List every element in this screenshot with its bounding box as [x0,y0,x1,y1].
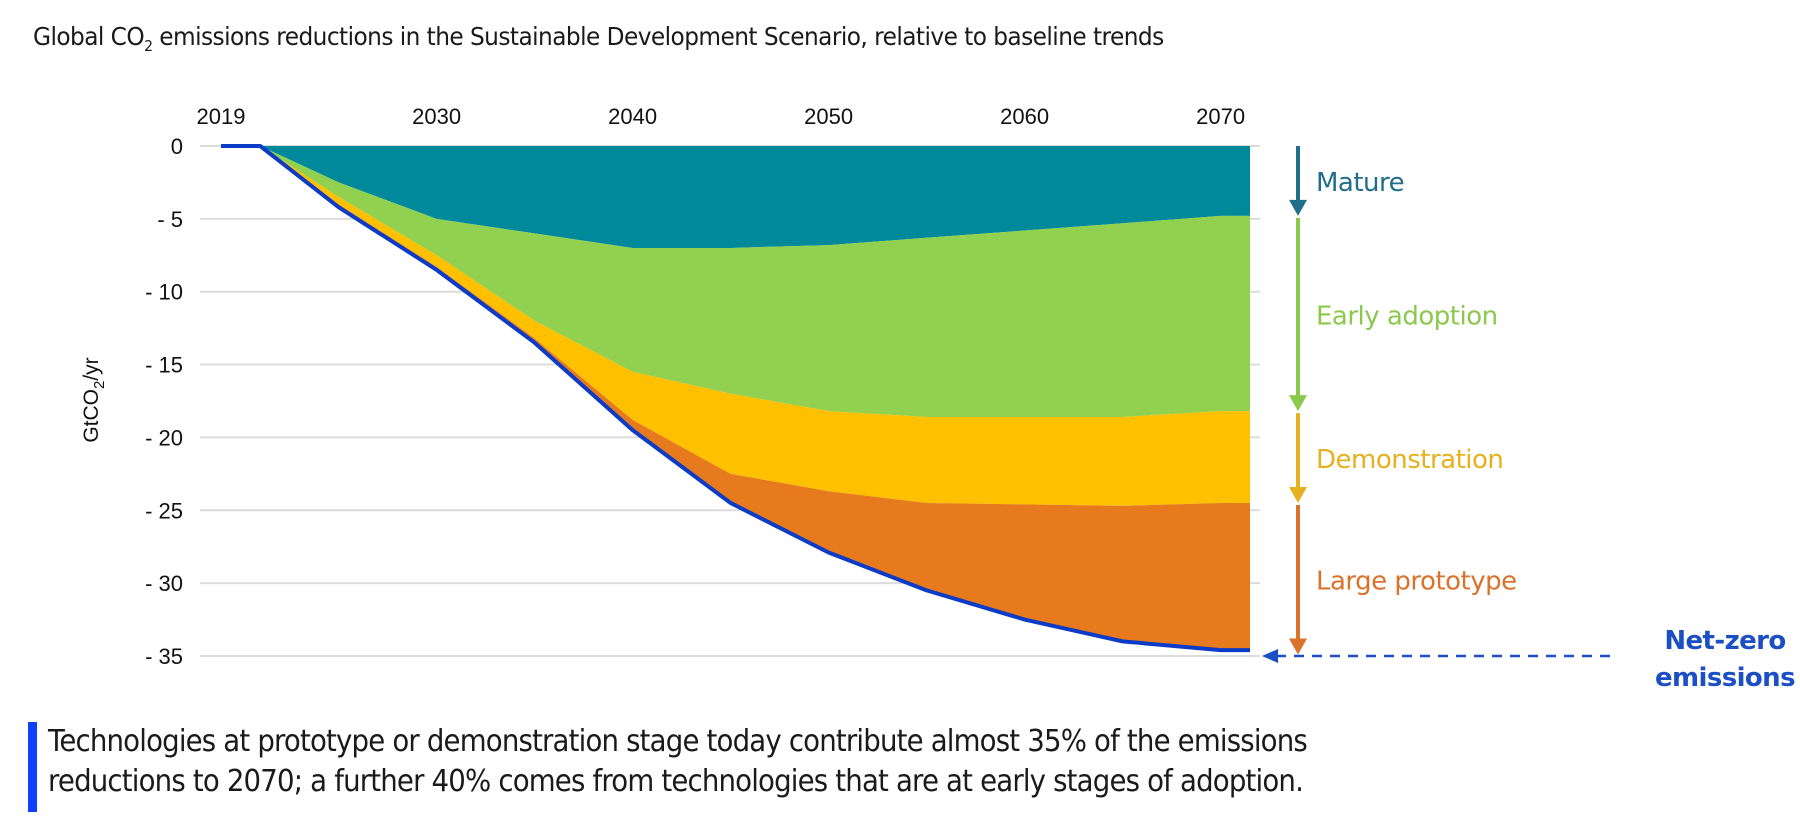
caption-line: reductions to 2070; a further 40% comes … [48,764,1304,799]
x-tick-label: 2040 [608,104,657,129]
area-early-adoption [221,146,1250,418]
net-zero-annotation: Net-zero emissions [1262,626,1796,693]
chart-title: Global CO2 emissions reductions in the S… [33,22,1164,55]
y-tick-label: - 30 [145,571,183,596]
y-tick-label: - 35 [145,644,183,669]
area-demonstration [221,146,1250,506]
stage-label-mature: Mature [1316,168,1404,198]
x-tick-label: 2019 [197,104,246,129]
y-tick-label: - 20 [145,425,183,450]
arrow-left-icon [1262,648,1278,663]
net-zero-label: emissions [1655,663,1795,693]
caption-accent-bar [28,722,37,812]
stage-label-early-adoption: Early adoption [1316,302,1498,332]
y-tick-label: - 15 [145,353,183,378]
stage-label-demonstration: Demonstration [1316,445,1503,475]
y-axis-ticks: 0 - 5 - 10 - 15 - 20 - 25 - 30 - 35 [145,134,183,669]
stage-brackets: Mature Early adoption Demonstration Large p… [1289,146,1517,655]
arrow-down-icon [1289,638,1307,655]
arrow-down-icon [1289,199,1307,216]
total-line-group [221,144,1250,653]
arrow-down-icon [1289,395,1307,412]
y-tick-label: - 25 [145,498,183,523]
title-text: Global CO [33,22,145,51]
area-large-prototype [221,146,1250,651]
chart: 2019 2030 2040 2050 2060 2070 0 - 5 - 10 - 15 - 2… [80,104,1796,693]
x-tick-label: 2060 [1000,104,1049,129]
net-zero-label: Net-zero [1664,626,1785,656]
y-tick-label: - 10 [145,280,183,305]
total-emissions-line [221,144,1250,653]
x-tick-label: 2030 [412,104,461,129]
y-tick-label: 0 [171,134,183,159]
x-tick-label: 2050 [804,104,853,129]
arrow-down-icon [1289,486,1307,503]
stage-label-large-prototype: Large prototype [1316,567,1517,597]
caption: Technologies at prototype or demonstrati… [48,722,1308,802]
area-mature [221,146,1250,248]
y-tick-label: - 5 [157,207,183,232]
y-axis-label: GtCO2/yr [80,357,108,442]
title-subscript: 2 [144,37,153,55]
title-text-rest: emissions reductions in the Sustainable … [152,22,1164,51]
x-tick-label: 2070 [1196,104,1245,129]
caption-line: Technologies at prototype or demonstrati… [48,724,1308,759]
stacked-areas [221,146,1250,651]
x-axis-ticks: 2019 2030 2040 2050 2060 2070 [197,104,1246,129]
